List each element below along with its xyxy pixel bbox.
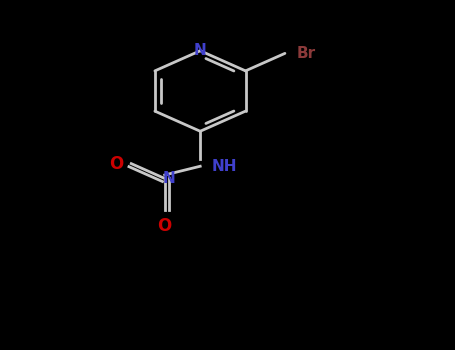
Text: O: O — [157, 217, 172, 235]
Text: N: N — [163, 171, 176, 186]
Text: O: O — [109, 155, 123, 173]
Text: Br: Br — [296, 46, 315, 61]
Text: NH: NH — [212, 159, 237, 174]
Text: N: N — [194, 43, 207, 58]
